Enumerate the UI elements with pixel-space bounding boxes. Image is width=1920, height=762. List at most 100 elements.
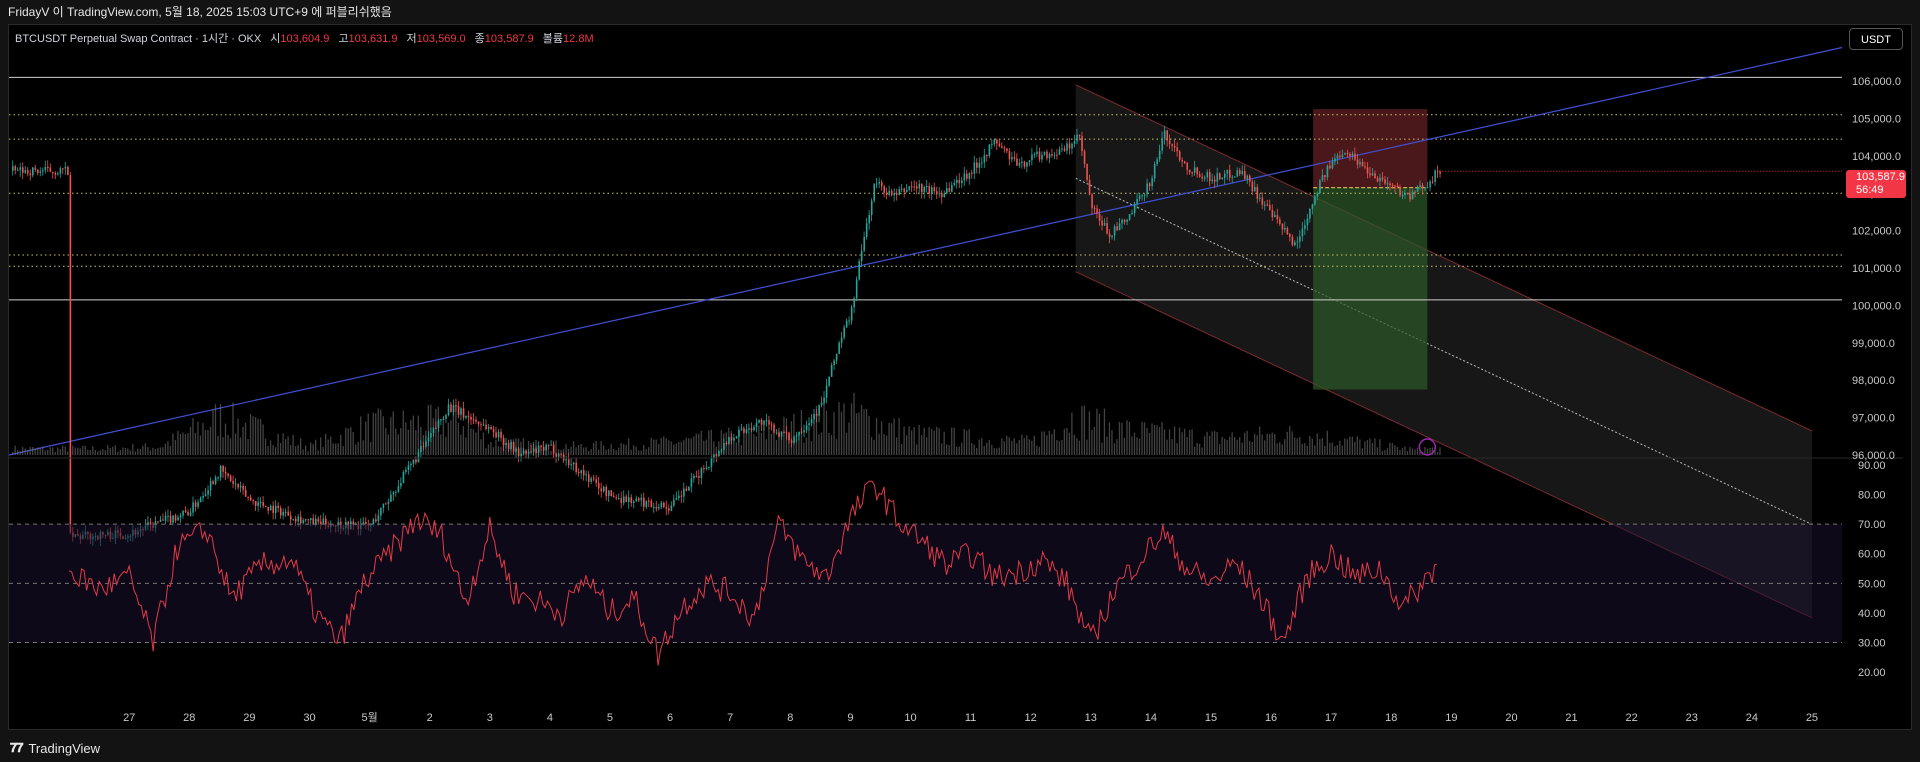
candle-body[interactable] (1346, 153, 1349, 155)
candle-body[interactable] (718, 451, 720, 457)
candle-body[interactable] (895, 193, 898, 195)
candle-body[interactable] (294, 518, 297, 522)
candle-body[interactable] (750, 428, 753, 431)
candle-body[interactable] (730, 437, 733, 441)
candle-body[interactable] (430, 433, 432, 438)
candle-body[interactable] (292, 518, 295, 520)
candle-body[interactable] (981, 162, 983, 164)
candle-body[interactable] (515, 448, 517, 452)
candle-body[interactable] (1001, 146, 1003, 148)
candle-body[interactable] (998, 143, 1001, 147)
candle-body[interactable] (823, 397, 825, 403)
candle-body[interactable] (212, 481, 214, 484)
candle-body[interactable] (297, 516, 300, 522)
candle-body[interactable] (795, 435, 798, 437)
candle-body[interactable] (545, 444, 547, 451)
candle-body[interactable] (475, 419, 477, 422)
candle-body[interactable] (760, 419, 763, 425)
candle-body[interactable] (1274, 215, 1276, 218)
candle-body[interactable] (1068, 143, 1071, 149)
candle-body[interactable] (387, 501, 390, 504)
candle-body[interactable] (1421, 185, 1424, 188)
candle-body[interactable] (893, 193, 896, 196)
candle-body[interactable] (382, 503, 385, 508)
candle-body[interactable] (375, 519, 377, 522)
candle-body[interactable] (535, 448, 537, 453)
candle-body[interactable] (467, 415, 470, 418)
candle-body[interactable] (177, 517, 179, 521)
candle-body[interactable] (162, 519, 164, 521)
candle-body[interactable] (1173, 145, 1176, 148)
candle-body[interactable] (1118, 223, 1121, 231)
candle-body[interactable] (199, 497, 202, 503)
candle-body[interactable] (487, 426, 490, 429)
candle-body[interactable] (845, 320, 848, 328)
candle-body[interactable] (670, 505, 673, 511)
candle-body[interactable] (820, 402, 823, 406)
candle-body[interactable] (733, 437, 735, 441)
candle-body[interactable] (923, 186, 926, 193)
candle-body[interactable] (951, 184, 953, 192)
candle-body[interactable] (1033, 153, 1036, 155)
candle-body[interactable] (798, 431, 800, 436)
candle-body[interactable] (1416, 187, 1419, 192)
candle-body[interactable] (1083, 151, 1086, 164)
candle-body[interactable] (1436, 170, 1439, 172)
candle-body[interactable] (497, 431, 500, 438)
candle-body[interactable] (1404, 193, 1406, 195)
candle-body[interactable] (1334, 158, 1336, 162)
candle-body[interactable] (54, 172, 57, 175)
candle-body[interactable] (928, 185, 931, 194)
candle-body[interactable] (49, 167, 52, 172)
candle-body[interactable] (1086, 163, 1088, 181)
position-target-zone[interactable] (1313, 187, 1428, 390)
candle-body[interactable] (1098, 213, 1101, 221)
candle-body[interactable] (1036, 151, 1038, 154)
candle-body[interactable] (477, 421, 480, 425)
candle-body[interactable] (630, 497, 633, 503)
candle-body[interactable] (900, 188, 903, 190)
candle-body[interactable] (710, 457, 713, 468)
candle-body[interactable] (1213, 179, 1216, 182)
candle-body[interactable] (665, 506, 668, 509)
candle-body[interactable] (169, 515, 172, 523)
candle-body[interactable] (943, 193, 946, 198)
candle-body[interactable] (623, 496, 625, 503)
candle-body[interactable] (778, 432, 780, 437)
candle-body[interactable] (380, 507, 382, 516)
candle-body[interactable] (1371, 173, 1374, 176)
candle-body[interactable] (888, 190, 891, 196)
candle-body[interactable] (560, 453, 563, 455)
candle-body[interactable] (643, 497, 645, 507)
candle-body[interactable] (264, 505, 267, 507)
candle-body[interactable] (1306, 218, 1309, 226)
candle-body[interactable] (875, 183, 878, 185)
candle-body[interactable] (47, 166, 49, 168)
candle-body[interactable] (34, 167, 37, 170)
candle-body[interactable] (452, 405, 455, 413)
candle-body[interactable] (402, 471, 405, 484)
candle-body[interactable] (793, 436, 795, 443)
candle-body[interactable] (1246, 175, 1249, 179)
candle-body[interactable] (1299, 236, 1301, 242)
candle-body[interactable] (783, 431, 785, 433)
candle-body[interactable] (725, 442, 728, 444)
candle-body[interactable] (174, 515, 177, 521)
candle-body[interactable] (748, 428, 750, 430)
candle-body[interactable] (189, 512, 192, 516)
candle-body[interactable] (440, 419, 442, 421)
candle-body[interactable] (550, 444, 552, 446)
candle-body[interactable] (620, 498, 623, 503)
candle-body[interactable] (1016, 158, 1018, 166)
candle-body[interactable] (1369, 173, 1371, 176)
candle-body[interactable] (282, 511, 285, 516)
candle-body[interactable] (537, 445, 540, 453)
candle-body[interactable] (254, 501, 257, 506)
bolt-alert-icon[interactable] (1418, 438, 1437, 456)
candle-body[interactable] (1431, 181, 1434, 183)
candle-body[interactable] (29, 173, 32, 176)
candle-body[interactable] (978, 162, 981, 168)
candle-body[interactable] (422, 446, 425, 448)
candle-body[interactable] (908, 186, 911, 190)
candle-body[interactable] (325, 518, 327, 526)
